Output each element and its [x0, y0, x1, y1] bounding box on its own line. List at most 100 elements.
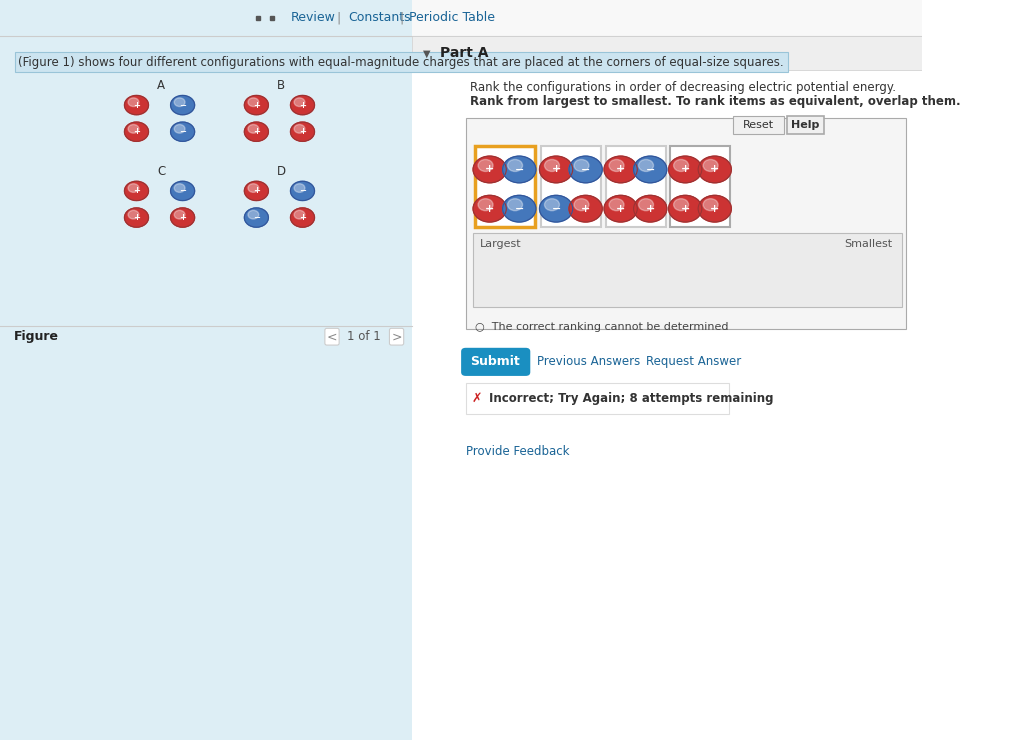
Circle shape — [294, 210, 305, 219]
FancyBboxPatch shape — [671, 146, 730, 227]
Text: +: + — [253, 186, 260, 195]
Circle shape — [248, 124, 259, 133]
Circle shape — [508, 160, 522, 172]
Text: C: C — [158, 165, 166, 178]
Text: +: + — [253, 127, 260, 136]
Text: +: + — [133, 127, 140, 136]
Circle shape — [604, 195, 637, 222]
Circle shape — [545, 199, 559, 211]
Text: +: + — [552, 164, 561, 175]
Circle shape — [540, 195, 572, 222]
Circle shape — [174, 184, 185, 192]
Text: Smallest: Smallest — [845, 239, 893, 249]
Text: Figure: Figure — [14, 330, 58, 343]
Text: −: − — [253, 213, 260, 222]
Text: −: − — [179, 101, 186, 110]
Circle shape — [171, 208, 195, 227]
Circle shape — [604, 156, 637, 183]
Text: A: A — [158, 78, 166, 92]
FancyBboxPatch shape — [466, 383, 728, 414]
Circle shape — [248, 184, 259, 192]
Circle shape — [609, 160, 624, 172]
Circle shape — [291, 208, 314, 227]
Circle shape — [569, 195, 602, 222]
Text: +: + — [581, 204, 590, 214]
Text: −: − — [514, 164, 524, 175]
Circle shape — [125, 95, 148, 115]
FancyBboxPatch shape — [413, 0, 923, 36]
FancyBboxPatch shape — [466, 118, 905, 329]
Text: +: + — [133, 213, 140, 222]
Text: +: + — [253, 101, 260, 110]
Circle shape — [171, 95, 195, 115]
Circle shape — [569, 156, 602, 183]
Circle shape — [128, 210, 139, 219]
Circle shape — [639, 199, 653, 211]
Circle shape — [291, 181, 314, 201]
Text: +: + — [616, 164, 626, 175]
Text: −: − — [514, 204, 524, 214]
Circle shape — [634, 195, 667, 222]
Text: Part A: Part A — [440, 47, 488, 60]
Text: >: > — [391, 330, 401, 343]
Text: +: + — [645, 204, 654, 214]
Text: ▼: ▼ — [423, 48, 431, 58]
FancyBboxPatch shape — [733, 116, 784, 134]
Text: +: + — [681, 164, 690, 175]
Circle shape — [609, 199, 624, 211]
FancyBboxPatch shape — [473, 233, 902, 307]
Circle shape — [245, 122, 268, 141]
Circle shape — [473, 195, 506, 222]
Text: |: | — [399, 11, 403, 24]
Text: Submit: Submit — [470, 355, 520, 369]
Text: +: + — [299, 127, 306, 136]
Text: Rank from largest to smallest. To rank items as equivalent, overlap them.: Rank from largest to smallest. To rank i… — [470, 95, 961, 108]
Text: ✗: ✗ — [471, 392, 482, 406]
Circle shape — [574, 199, 589, 211]
Circle shape — [294, 98, 305, 107]
Circle shape — [245, 208, 268, 227]
Text: +: + — [681, 204, 690, 214]
Text: +: + — [710, 164, 720, 175]
Text: Largest: Largest — [479, 239, 521, 249]
FancyBboxPatch shape — [542, 146, 601, 227]
Circle shape — [291, 95, 314, 115]
Circle shape — [503, 195, 536, 222]
Text: Reset: Reset — [742, 120, 774, 130]
FancyBboxPatch shape — [0, 0, 413, 36]
Text: Constants: Constants — [348, 11, 412, 24]
Circle shape — [245, 95, 268, 115]
Text: +: + — [299, 213, 306, 222]
Text: −: − — [581, 164, 590, 175]
Circle shape — [508, 199, 522, 211]
Text: +: + — [299, 101, 306, 110]
Circle shape — [674, 199, 688, 211]
Circle shape — [291, 122, 314, 141]
Text: |: | — [337, 11, 341, 24]
Text: B: B — [278, 78, 286, 92]
Circle shape — [125, 208, 148, 227]
Text: +: + — [710, 204, 720, 214]
Text: ○  The correct ranking cannot be determined: ○ The correct ranking cannot be determin… — [475, 322, 728, 332]
Circle shape — [174, 210, 185, 219]
Circle shape — [128, 184, 139, 192]
FancyBboxPatch shape — [413, 0, 923, 740]
Circle shape — [503, 156, 536, 183]
Circle shape — [174, 98, 185, 107]
Text: +: + — [179, 213, 186, 222]
Circle shape — [171, 181, 195, 201]
Circle shape — [171, 122, 195, 141]
Text: (Figure 1) shows four different configurations with equal-magnitude charges that: (Figure 1) shows four different configur… — [18, 56, 784, 69]
Text: Previous Answers: Previous Answers — [537, 355, 640, 369]
Text: +: + — [485, 164, 495, 175]
Circle shape — [248, 98, 259, 107]
Circle shape — [245, 181, 268, 201]
Text: −: − — [179, 127, 186, 136]
Text: +: + — [133, 101, 140, 110]
Circle shape — [698, 156, 731, 183]
Circle shape — [478, 199, 493, 211]
Circle shape — [639, 160, 653, 172]
Text: +: + — [485, 204, 495, 214]
Circle shape — [669, 156, 701, 183]
Circle shape — [174, 124, 185, 133]
